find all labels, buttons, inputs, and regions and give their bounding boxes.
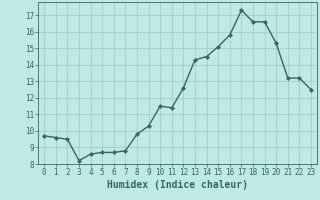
X-axis label: Humidex (Indice chaleur): Humidex (Indice chaleur)	[107, 180, 248, 190]
